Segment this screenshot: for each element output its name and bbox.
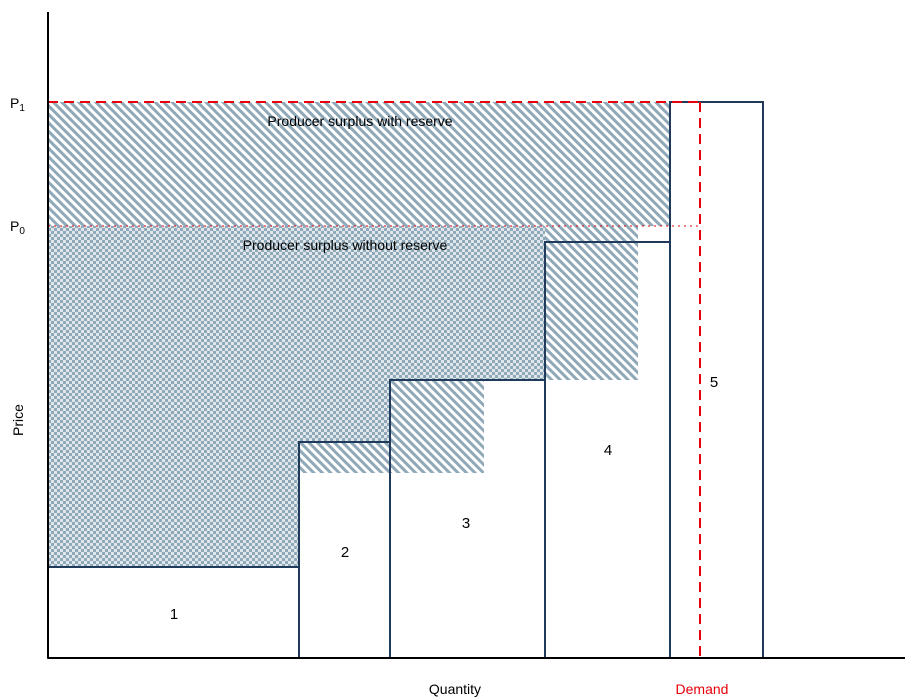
- block-5-label: 5: [710, 374, 718, 391]
- block-1: [47, 566, 300, 659]
- p1-label: P1: [10, 95, 25, 114]
- block-3-white: [484, 381, 544, 473]
- block-5: [669, 101, 764, 659]
- extra-surplus-step-4: [545, 226, 638, 380]
- surplus-without-reserve-area: [48, 226, 638, 567]
- y-axis-label: Price: [10, 404, 26, 436]
- block-3-label: 3: [462, 515, 470, 532]
- demand-label: Demand: [676, 681, 729, 697]
- block-4-white-lower: [546, 380, 669, 657]
- surplus-without-reserve-label: Producer surplus without reserve: [243, 237, 448, 253]
- extra-surplus-step-2: [299, 442, 390, 473]
- surplus-with-reserve-area: [48, 102, 670, 226]
- x-axis-label: Quantity: [429, 681, 481, 697]
- block-1-label: 1: [170, 606, 178, 623]
- block-4-label: 4: [604, 442, 612, 459]
- block-3-white-lower: [391, 473, 544, 657]
- p0-label: P0: [10, 218, 25, 237]
- block-2-label: 2: [341, 544, 349, 561]
- extra-surplus-step-3: [390, 380, 484, 473]
- surplus-with-reserve-label: Producer surplus with reserve: [267, 113, 452, 129]
- block-2-white: [300, 473, 389, 657]
- block-4-white-right: [638, 243, 669, 380]
